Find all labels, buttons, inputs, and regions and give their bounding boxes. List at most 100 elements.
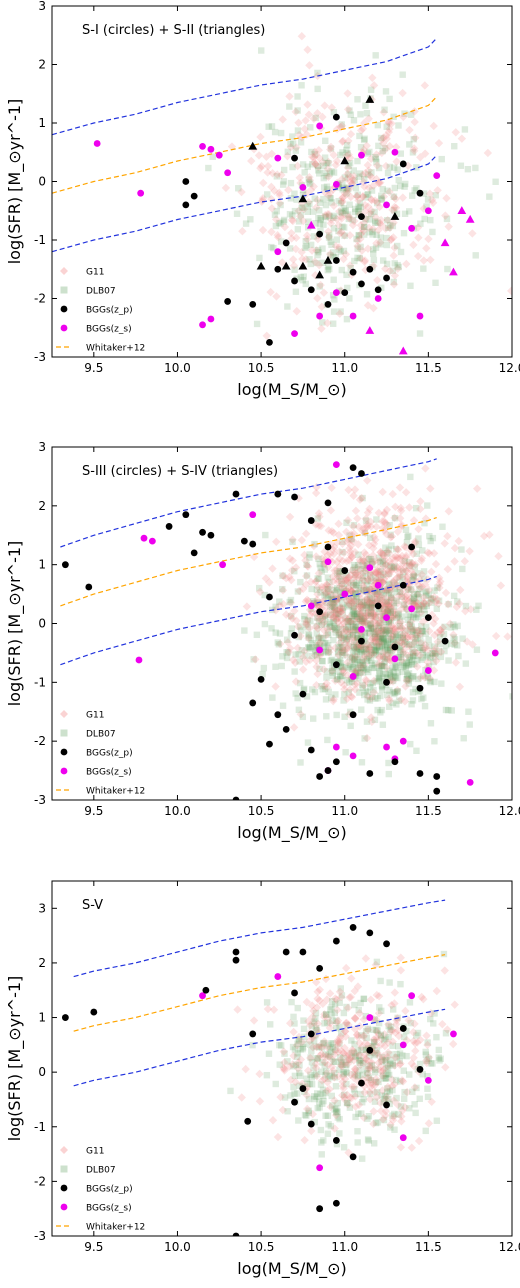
dlb07-point (367, 612, 374, 620)
g11-point (349, 596, 359, 605)
g11-point (393, 685, 402, 695)
dlb07-point (338, 992, 346, 999)
g11-point (358, 524, 368, 533)
dlb07-point (351, 638, 358, 646)
dlb07-point (355, 207, 362, 215)
g11-point (416, 153, 425, 162)
g11-point (317, 302, 326, 312)
legend-label: BGGs(z_s) (86, 1204, 132, 1214)
dlb07-point (432, 650, 439, 657)
g11-point (451, 128, 460, 137)
g11-point (289, 255, 298, 264)
dlb07-point (322, 137, 329, 145)
g11-point (368, 648, 377, 658)
g11-point (366, 599, 376, 609)
g11-point (391, 1020, 401, 1029)
g11-point (355, 616, 365, 625)
dlb07-point (346, 201, 353, 208)
g11-point (312, 203, 321, 212)
g11-point (397, 655, 407, 665)
dlb07-point (454, 642, 461, 649)
dlb07-point (383, 1064, 390, 1071)
dlb07-point (407, 740, 414, 748)
dlb07-point (366, 586, 373, 593)
dlb07-point (422, 589, 429, 596)
dlb07-point (391, 563, 398, 570)
dlb07-point (394, 634, 401, 641)
dlb07-point (387, 636, 395, 643)
dlb07-point (373, 158, 380, 166)
dlb07-point (310, 1064, 317, 1072)
dlb07-point (352, 590, 359, 598)
dlb07-point (357, 111, 364, 118)
g11-point (344, 583, 353, 593)
g11-point (419, 994, 428, 1004)
dlb07-point (352, 600, 360, 608)
dlb07-point (256, 254, 263, 262)
g11-point (375, 571, 384, 580)
dlb07-point (260, 664, 268, 672)
plot-area (61, 899, 459, 1236)
g11-point (375, 618, 384, 628)
dlb07-point (427, 720, 435, 727)
g11-point (450, 638, 459, 648)
g11-point (366, 585, 376, 594)
dlb07-point (374, 1027, 381, 1034)
dlb07-point (348, 617, 356, 625)
g11-point (378, 627, 387, 637)
g11-point (384, 1020, 393, 1029)
g11-point (406, 566, 416, 575)
g11-point (364, 223, 374, 233)
dlb07-point (378, 1092, 385, 1099)
bgg-zs-triangle (465, 214, 475, 223)
g11-point (313, 294, 322, 303)
g11-point (370, 568, 379, 577)
g11-point (296, 1055, 306, 1064)
g11-point (287, 566, 297, 575)
dlb07-point (361, 629, 368, 637)
bgg-zp-point (202, 986, 210, 994)
dlb07-point (406, 562, 413, 570)
g11-point (384, 601, 394, 610)
g11-point (362, 733, 372, 743)
g11-point (417, 582, 427, 591)
dlb07-point (416, 602, 423, 609)
dlb07-point (362, 665, 369, 673)
dlb07-point (297, 578, 304, 586)
dlb07-point (401, 183, 408, 190)
dlb07-point (279, 585, 286, 593)
dlb07-point (276, 1061, 283, 1068)
dlb07-point (349, 606, 356, 614)
dlb07-point (411, 1101, 418, 1108)
dlb07-point (382, 1092, 389, 1100)
g11-point (285, 1019, 295, 1028)
g11-point (344, 212, 354, 221)
g11-point (384, 566, 394, 576)
dlb07-point (324, 642, 332, 649)
g11-point (333, 572, 343, 581)
g11-point (408, 570, 418, 579)
dlb07-point (253, 320, 261, 328)
g11-point (278, 586, 288, 595)
g11-point (407, 625, 417, 634)
dlb07-point (356, 613, 363, 621)
dlb07-point (280, 218, 287, 225)
g11-point (348, 522, 358, 531)
g11-point (340, 572, 349, 582)
g11-point (341, 1032, 350, 1041)
dlb07-point (357, 587, 364, 594)
dlb07-point (304, 617, 312, 624)
dlb07-point (417, 632, 424, 640)
g11-point (318, 584, 327, 594)
dlb07-point (360, 664, 367, 671)
legend-bgg-zs-marker (60, 1203, 68, 1211)
g11-point (237, 187, 246, 197)
g11-point (313, 590, 322, 599)
g11-point (362, 644, 371, 653)
g11-point (320, 555, 330, 564)
dlb07-point (350, 623, 357, 631)
g11-point (349, 615, 359, 625)
g11-point (354, 615, 363, 625)
g11-point (329, 611, 339, 620)
g11-point (343, 537, 352, 547)
